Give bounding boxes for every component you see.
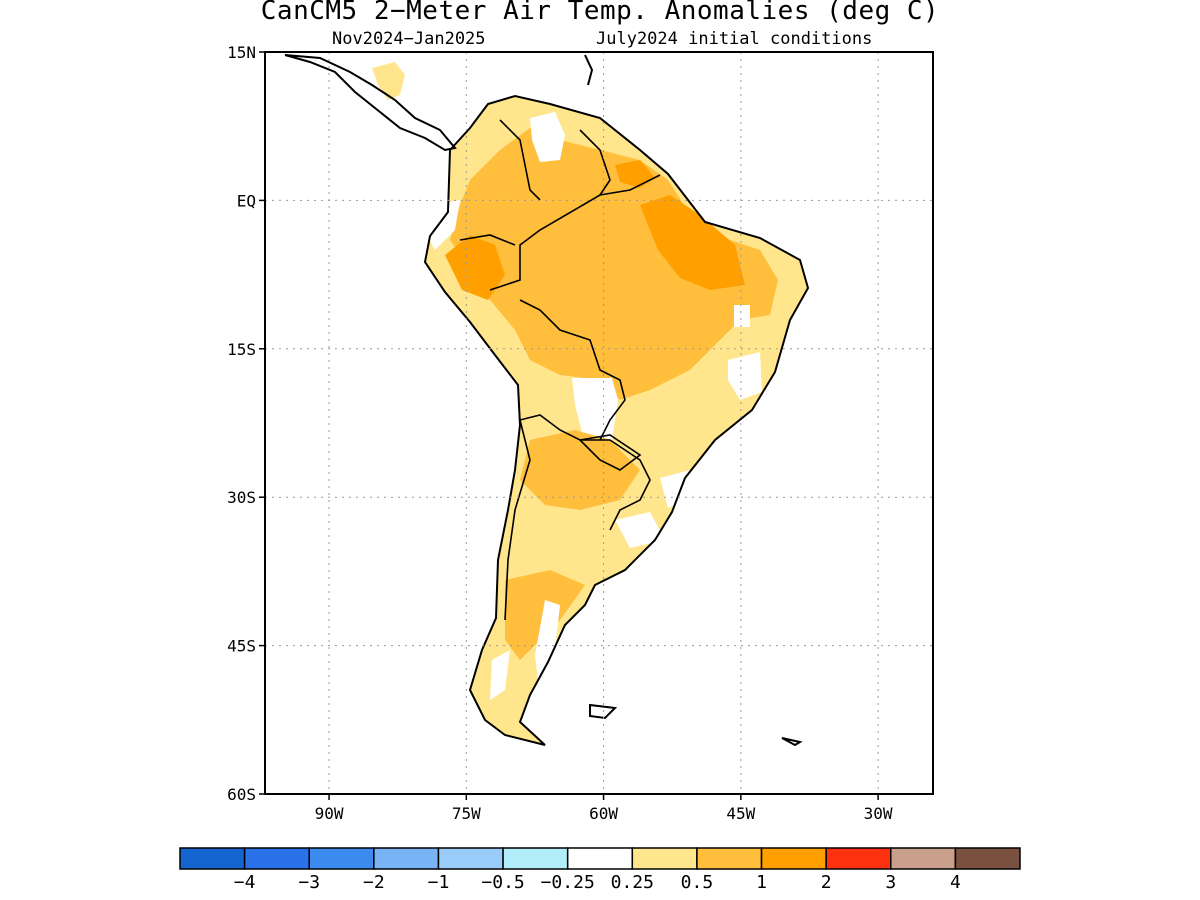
near-normal-patch-uruguay <box>615 512 665 548</box>
near-normal-patch-venezuela <box>530 112 565 162</box>
colorbar-label: 0.5 <box>681 872 714 893</box>
falkland-islands <box>589 703 618 720</box>
colorbar-label: −0.25 <box>541 872 595 893</box>
coastlines <box>284 54 810 747</box>
colorbar-swatch <box>502 847 569 870</box>
map-title: CanCM5 2−Meter Air Temp. Anomalies (deg … <box>260 0 940 26</box>
colorbar-label: −0.5 <box>481 872 524 893</box>
colorbar-swatch <box>373 847 440 870</box>
colorbar-swatch <box>825 847 892 870</box>
colorbar-swatch <box>696 847 763 870</box>
border-ecuador-peru <box>459 234 516 246</box>
colorbar-label: −3 <box>298 872 320 893</box>
caribbean-coast <box>584 54 594 86</box>
central-america-coast <box>284 54 457 152</box>
anomaly-2-plus-region-guianas <box>615 160 655 188</box>
forecast-period: Nov2024−Jan2025 <box>332 29 486 49</box>
map-grid <box>265 52 933 794</box>
near-normal-patch-chile-south <box>490 650 510 700</box>
lon-tick-label: 30W <box>864 804 893 823</box>
initial-conditions: July2024 initial conditions <box>596 29 873 49</box>
border-chile-argentina <box>504 419 531 621</box>
map-frame <box>264 51 934 795</box>
lon-tick-label: 45W <box>726 804 755 823</box>
anomaly-1-2-region-north <box>450 128 778 400</box>
lat-tick-label: 15S <box>227 340 256 359</box>
map-axes: 15N EQ 15S 30S 45S 60S 90W 75W 60W 45W 30W <box>227 43 893 823</box>
colorbar-label: −4 <box>234 872 256 893</box>
anomaly-2-plus-region-amazon <box>640 195 745 290</box>
colorbar-label: 3 <box>885 872 896 893</box>
lon-tick-label: 60W <box>589 804 618 823</box>
lat-tick-label: EQ <box>237 191 256 210</box>
border-paraguay <box>578 434 642 471</box>
colorbar-swatch <box>890 847 957 870</box>
near-normal-patch-bahia <box>728 352 762 400</box>
central-america-anomaly <box>372 62 405 100</box>
country-borders <box>459 119 661 621</box>
lat-tick-label: 15N <box>227 43 256 62</box>
colorbar-label: 4 <box>950 872 961 893</box>
colorbar: −4 −3 −2 −1 −0.5 −0.25 0.25 0.5 1 2 3 4 <box>179 847 1021 893</box>
colorbar-swatch <box>179 847 246 870</box>
border-argentina <box>519 414 651 531</box>
colorbar-label: −2 <box>363 872 385 893</box>
south-georgia <box>781 737 803 747</box>
colorbar-swatch <box>243 847 310 870</box>
near-normal-patch-small <box>734 305 750 327</box>
border-bolivia <box>519 299 626 441</box>
colorbar-swatch <box>631 847 698 870</box>
lat-tick-label: 30S <box>227 488 256 507</box>
anomaly-1-2-region-central <box>520 430 640 510</box>
colorbar-label: 0.25 <box>611 872 654 893</box>
colorbar-swatch <box>566 847 634 870</box>
colorbar-label: 1 <box>756 872 767 893</box>
anomaly-2-plus-region-peru <box>445 235 505 300</box>
lon-tick-label: 90W <box>315 804 344 823</box>
lat-tick-label: 60S <box>227 785 256 804</box>
colorbar-swatch <box>308 847 375 870</box>
border-guyana <box>579 129 611 196</box>
colorbar-label: −1 <box>428 872 450 893</box>
colorbar-label: 2 <box>821 872 832 893</box>
border-colombia-venezuela <box>499 119 541 201</box>
south-america-coast <box>423 94 810 746</box>
border-brazil-north <box>489 174 661 291</box>
colorbar-swatch <box>760 847 827 870</box>
lon-tick-label: 75W <box>452 804 481 823</box>
colorbar-swatch <box>437 847 504 870</box>
near-normal-patch-chaco <box>572 378 618 440</box>
lat-tick-label: 45S <box>227 637 256 656</box>
colorbar-swatch <box>954 847 1021 870</box>
